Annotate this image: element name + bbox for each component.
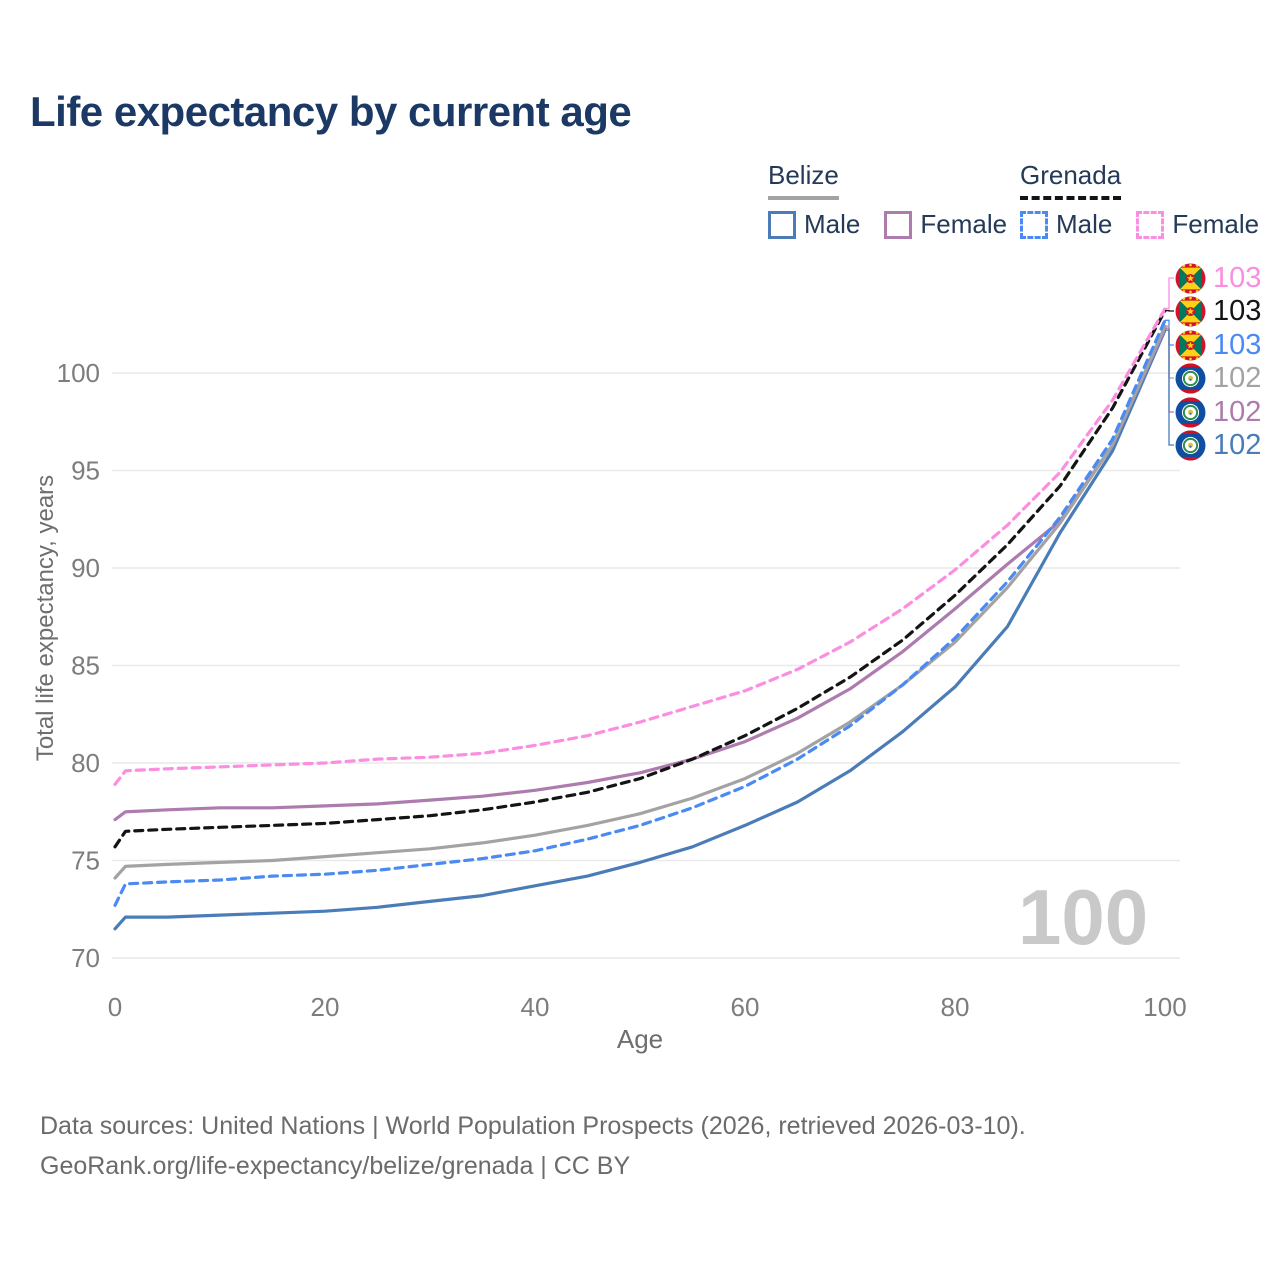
end-value-belize-total: 102 (1213, 362, 1262, 394)
y-tick-85: 85 (71, 651, 100, 681)
y-tick-95: 95 (71, 456, 100, 486)
y-tick-100: 100 (57, 358, 100, 388)
x-tick-80: 80 (941, 992, 970, 1022)
x-tick-60: 60 (731, 992, 760, 1022)
end-label-row-grenada-male: 103 (1175, 329, 1261, 362)
end-label-row-belize-female: 102 (1175, 396, 1261, 429)
y-tick-80: 80 (71, 748, 100, 778)
legend-item-label: Female (920, 209, 1008, 239)
legend-swatch-icon (1020, 210, 1048, 239)
legend-swatch-icon (1136, 210, 1165, 239)
belize-flag-icon (1175, 430, 1206, 461)
series-line-belize-total[interactable] (113, 324, 1167, 880)
legend-swatch-icon (884, 210, 913, 239)
x-tick-0: 0 (108, 992, 122, 1022)
legend-item-label: Male (1056, 209, 1113, 239)
legend-item-belize-male[interactable]: Male (768, 209, 860, 240)
y-tick-70: 70 (71, 943, 100, 973)
grenada-flag-icon (1175, 263, 1206, 294)
end-label-row-belize-total: 102 (1175, 362, 1261, 395)
footer: Data sources: United Nations | World Pop… (40, 1106, 1026, 1186)
age-watermark: 100 (1018, 873, 1149, 961)
legend-country-grenada[interactable]: Grenada (1020, 160, 1122, 200)
y-tick-90: 90 (71, 553, 100, 583)
page-title: Life expectancy by current age (30, 88, 632, 135)
footer-data-sources: Data sources: United Nations | World Pop… (40, 1112, 1026, 1140)
end-value-grenada-total: 103 (1213, 295, 1262, 327)
legend-item-grenada-female[interactable]: Female (1136, 209, 1259, 240)
legend-item-grenada-male[interactable]: Male (1020, 209, 1112, 240)
x-tick-20: 20 (311, 992, 340, 1022)
series-line-grenada-male[interactable] (113, 318, 1167, 907)
end-value-grenada-female: 103 (1213, 262, 1262, 294)
legend-item-label: Male (804, 209, 861, 239)
series-line-belize-female[interactable] (113, 326, 1167, 822)
belize-flag-icon (1175, 363, 1206, 394)
legend-item-belize-female[interactable]: Female (884, 209, 1007, 240)
grenada-flag-icon (1175, 296, 1206, 327)
end-value-belize-male: 102 (1213, 429, 1262, 461)
series-line-grenada-female[interactable] (113, 307, 1167, 787)
legend-group-belize: Belize Male Female (768, 160, 1007, 240)
series-line-belize-male[interactable] (113, 328, 1167, 931)
grenada-flag-icon (1175, 330, 1206, 361)
leader-line-grenada-female (1165, 277, 1174, 310)
y-axis-title: Total life expectancy, years (32, 474, 59, 762)
legend-country-belize[interactable]: Belize (768, 160, 839, 200)
end-value-belize-female: 102 (1213, 396, 1262, 428)
footer-attribution: GeoRank.org/life-expectancy/belize/grena… (40, 1152, 631, 1180)
y-tick-75: 75 (71, 846, 100, 876)
x-tick-100: 100 (1143, 992, 1186, 1022)
belize-flag-icon (1175, 397, 1206, 428)
end-label-row-grenada-female: 103 (1175, 262, 1261, 295)
x-tick-40: 40 (521, 992, 550, 1022)
x-axis-title: Age (616, 1024, 664, 1054)
legend-swatch-icon (768, 210, 796, 239)
end-label-row-grenada-total: 103 (1175, 295, 1261, 328)
legend-group-grenada: Grenada Male Female (1020, 160, 1259, 240)
legend-item-label: Female (1172, 209, 1260, 239)
end-value-grenada-male: 103 (1213, 329, 1262, 361)
series-line-grenada-total[interactable] (113, 309, 1167, 849)
leader-line-belize-male (1165, 329, 1174, 446)
end-label-row-belize-male: 102 (1175, 429, 1261, 462)
